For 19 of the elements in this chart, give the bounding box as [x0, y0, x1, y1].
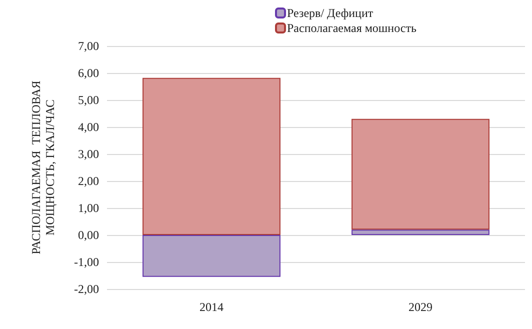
y-tick-label: 2,00: [78, 174, 99, 188]
bar: [352, 230, 490, 235]
y-tick-label: 7,00: [78, 39, 99, 53]
y-tick-label: -2,00: [74, 282, 99, 296]
y-tick-label: 5,00: [78, 93, 99, 107]
legend-label: Резерв/ Дефицит: [287, 6, 374, 20]
y-tick-label: 4,00: [78, 120, 99, 134]
y-axis-title: РАСПОЛАГАЕМАЯ ТЕПЛОВАЯ МОЩНОСТЬ, ГКАЛ/ЧАС: [29, 80, 57, 254]
y-tick-label: -1,00: [74, 255, 99, 269]
y-tick-label: 3,00: [78, 147, 99, 161]
x-tick-label: 2029: [408, 300, 432, 314]
y-tick-label: 6,00: [78, 66, 99, 80]
x-tick-label: 2014: [200, 300, 224, 314]
legend-label: Располагаемая мошность: [287, 21, 417, 35]
y-tick-label: 0,00: [78, 228, 99, 242]
y-tick-label: 1,00: [78, 201, 99, 215]
bar: [142, 78, 280, 235]
bar: [142, 235, 280, 277]
bar: [352, 118, 490, 230]
